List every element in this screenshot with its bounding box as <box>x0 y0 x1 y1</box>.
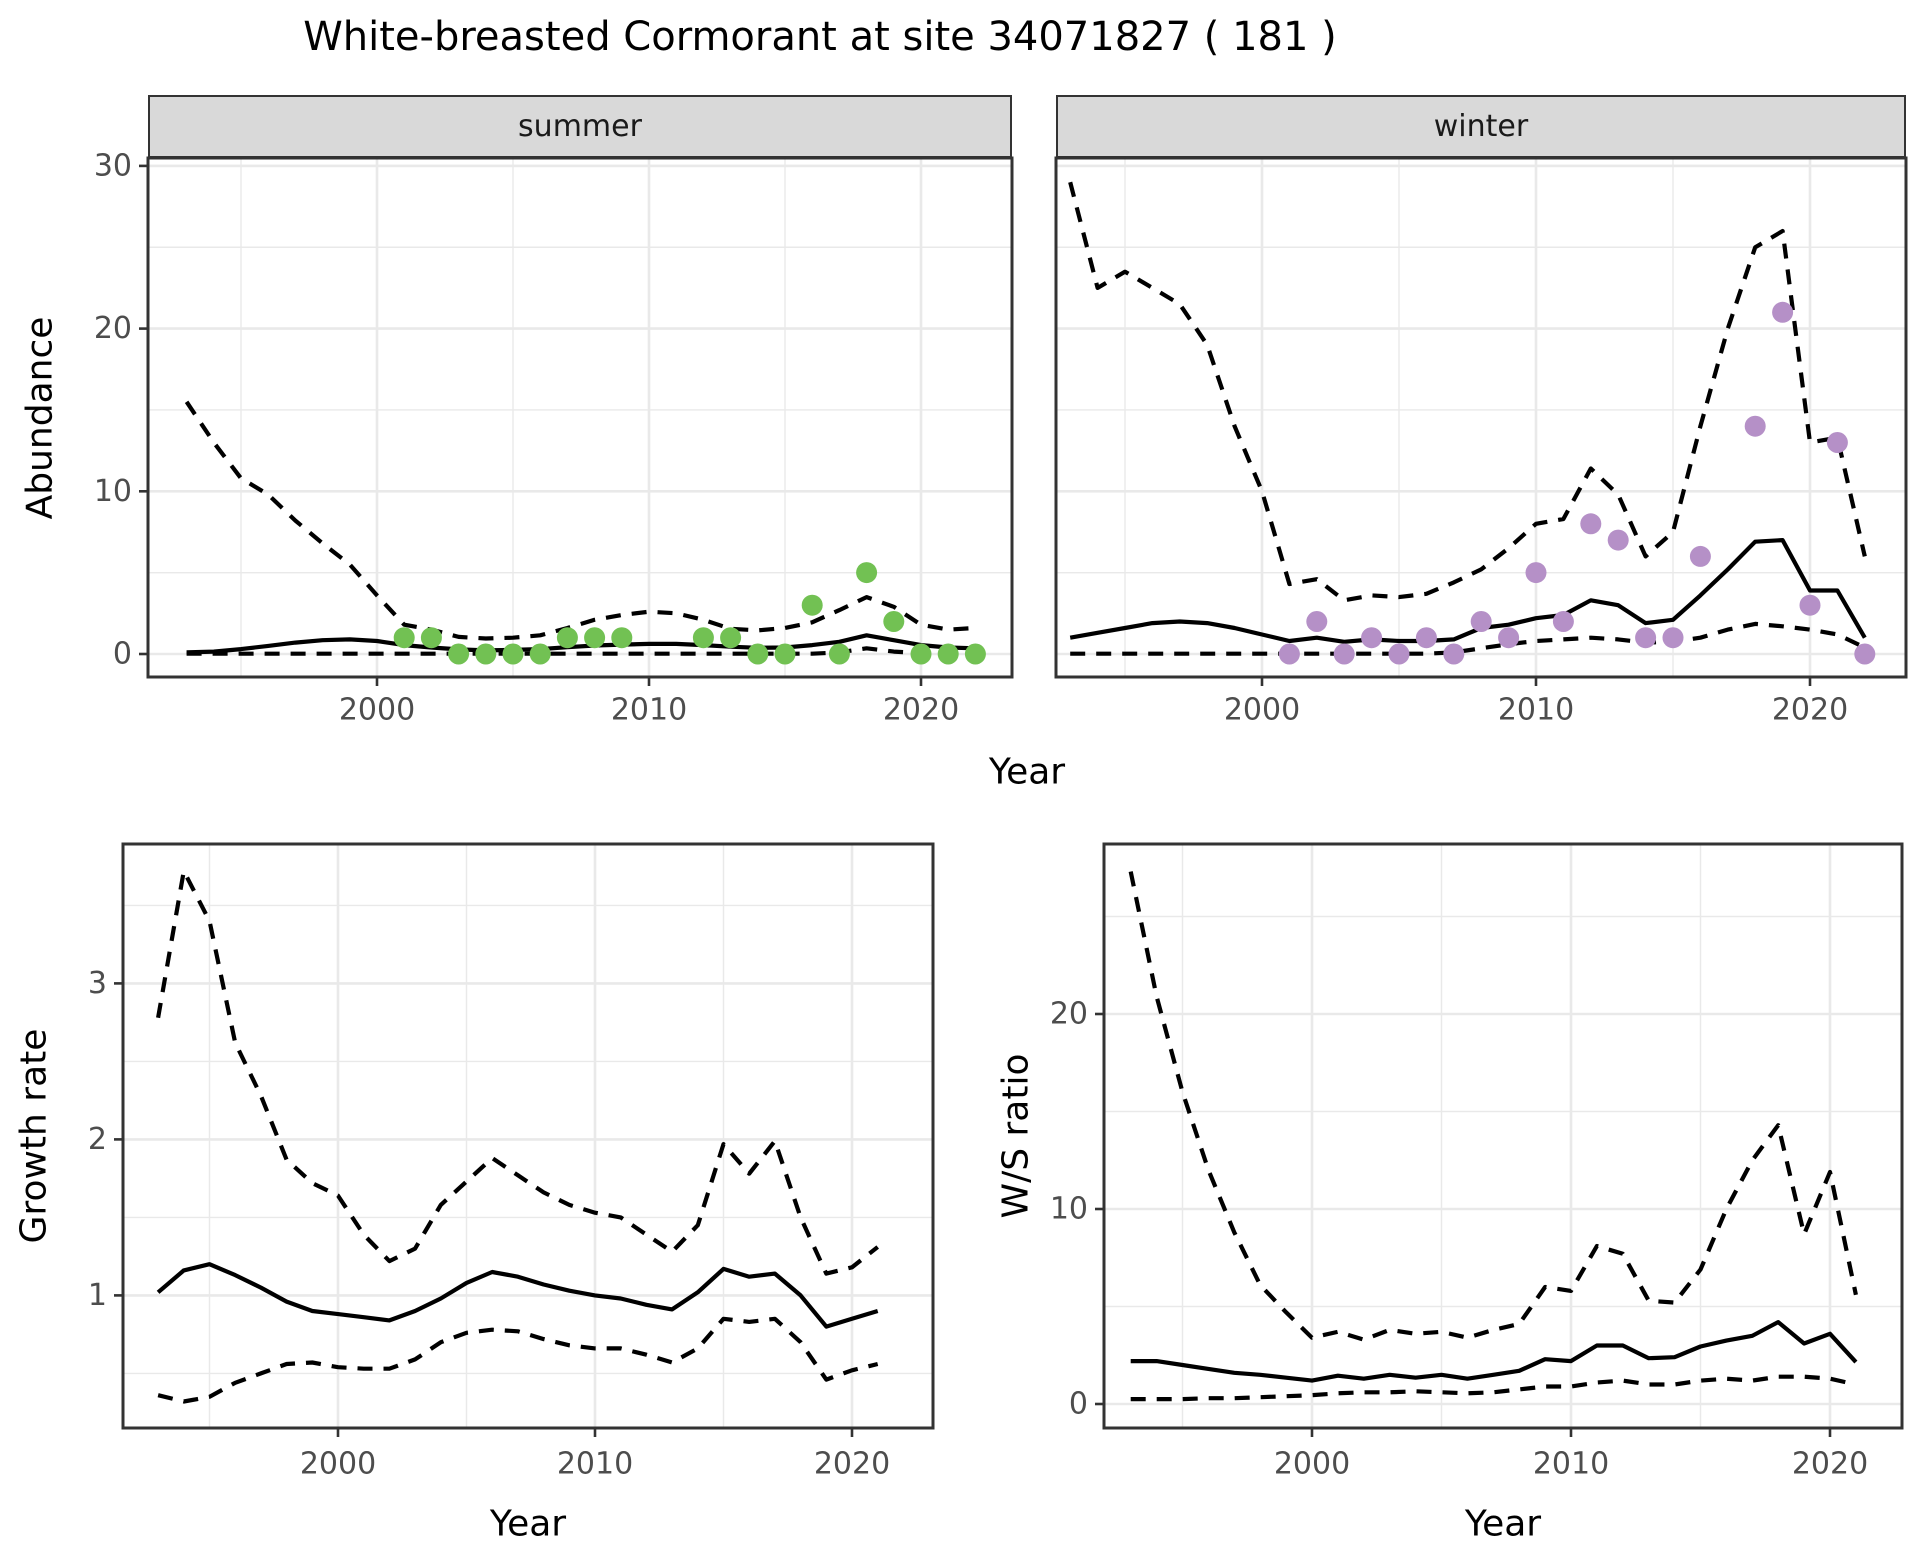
panel-abundance_winter: 2000 2010 2020 <box>1054 156 1908 728</box>
observation-point <box>1333 643 1355 665</box>
series-lower_ci-line <box>1130 1374 1857 1402</box>
x-axis-title-year-growth: Year <box>489 1503 567 1545</box>
observation-point <box>856 562 878 584</box>
observation-point <box>1799 594 1821 616</box>
x-tick-label: 2000 <box>300 1447 376 1482</box>
x-tick-label: 2020 <box>814 1447 890 1482</box>
observation-point <box>1498 627 1520 649</box>
observation-point <box>584 627 606 649</box>
observation-point <box>1635 627 1657 649</box>
y-tick-label: 10 <box>94 474 132 509</box>
observation-point <box>828 643 850 665</box>
observation-point <box>1580 513 1602 535</box>
y-tick-label: 1 <box>88 1278 107 1313</box>
y-tick-label: 20 <box>1050 997 1088 1032</box>
series-mean-line <box>156 1262 879 1329</box>
series-upper_ci-line <box>1068 181 1867 603</box>
observation-point <box>1388 643 1410 665</box>
observation-point <box>1443 643 1465 665</box>
y-axis-title-growth-rate: Growth rate <box>13 1028 55 1244</box>
observation-point <box>611 627 633 649</box>
y-tick-label: 10 <box>1050 1192 1088 1227</box>
x-tick-label: 2010 <box>611 693 687 728</box>
panel-border <box>146 156 1014 679</box>
observation-point <box>747 643 769 665</box>
x-axis-title-year-ws: Year <box>1464 1503 1542 1545</box>
facet-label-winter: winter <box>1433 109 1529 144</box>
series-lower_ci-line <box>1070 621 1866 656</box>
observation-point <box>720 627 742 649</box>
x-tick-label: 2020 <box>1792 1447 1868 1482</box>
observation-point <box>448 643 470 665</box>
facet-label-summer: summer <box>518 109 642 144</box>
panel-background <box>1056 158 1906 677</box>
series-mean-line <box>186 633 976 655</box>
observation-point <box>1826 432 1848 453</box>
x-axis-title-year-top: Year <box>988 751 1066 793</box>
observation-point <box>1470 611 1492 632</box>
panel-abundance_summer: 2000 2010 2020 0 10 20 30 <box>94 148 1014 728</box>
x-tick-label: 2000 <box>1274 1447 1350 1482</box>
observation-point <box>1772 301 1794 323</box>
y-tick-label: 0 <box>1069 1387 1088 1422</box>
series-upper_ci-line <box>1128 871 1858 1342</box>
observation-point <box>1306 611 1328 632</box>
observation-point <box>692 627 714 649</box>
observation-point <box>883 611 905 632</box>
observation-point <box>910 643 932 665</box>
y-tick-label: 20 <box>94 311 132 346</box>
x-tick-label: 2020 <box>883 693 959 728</box>
y-tick-label: 3 <box>88 966 107 1001</box>
x-tick-label: 2000 <box>1224 693 1300 728</box>
x-tick-label: 2010 <box>1498 693 1574 728</box>
x-tick-label: 2010 <box>1533 1447 1609 1482</box>
panel-border <box>1102 842 1904 1430</box>
observation-point <box>393 627 415 649</box>
observation-point <box>801 594 823 616</box>
observation-point <box>475 643 497 665</box>
panel-border <box>1054 156 1908 679</box>
observation-point <box>1607 529 1629 551</box>
x-tick-label: 2020 <box>1772 693 1848 728</box>
series-mean-line <box>1130 1319 1858 1383</box>
facet-strip-winter: winter <box>1056 95 1906 158</box>
observation-point <box>964 643 986 665</box>
y-axis-title-abundance: Abundance <box>19 316 61 520</box>
series-upper_ci-line <box>156 868 880 1276</box>
y-tick-label: 0 <box>113 637 132 672</box>
series-lower_ci-line <box>157 1316 879 1404</box>
observation-point <box>529 643 551 665</box>
observation-point <box>420 627 442 649</box>
observation-point <box>1525 562 1547 584</box>
y-axis-title-ws-ratio: W/S ratio <box>995 1053 1037 1219</box>
facet-strip-summer: summer <box>148 95 1012 158</box>
observation-point <box>937 643 959 665</box>
chart-title: White-breasted Cormorant at site 3407182… <box>303 14 1337 60</box>
panel-background <box>148 158 1012 677</box>
observation-point <box>1689 545 1711 567</box>
x-tick-label: 2010 <box>557 1447 633 1482</box>
observation-point <box>502 643 524 665</box>
observation-point <box>556 627 578 649</box>
x-tick-label: 2000 <box>339 693 415 728</box>
y-tick-label: 30 <box>94 148 132 183</box>
observation-point <box>1662 627 1684 649</box>
observation-point <box>774 643 796 665</box>
panel-growth_rate: 2000 2010 2020 1 2 3 <box>88 842 935 1482</box>
observation-point <box>1415 627 1437 649</box>
observation-point <box>1278 643 1300 665</box>
panel-background <box>123 844 933 1428</box>
series-upper_ci-line <box>184 400 976 641</box>
observation-point <box>1552 611 1574 632</box>
panel-border <box>121 842 935 1430</box>
observation-point <box>1744 415 1766 437</box>
observation-point <box>1361 627 1383 649</box>
observation-point <box>1854 643 1876 665</box>
panel-ws_ratio: 2000 2010 2020 0 10 20 <box>1050 842 1904 1482</box>
series-mean-line <box>1069 537 1867 644</box>
y-tick-label: 2 <box>88 1122 107 1157</box>
